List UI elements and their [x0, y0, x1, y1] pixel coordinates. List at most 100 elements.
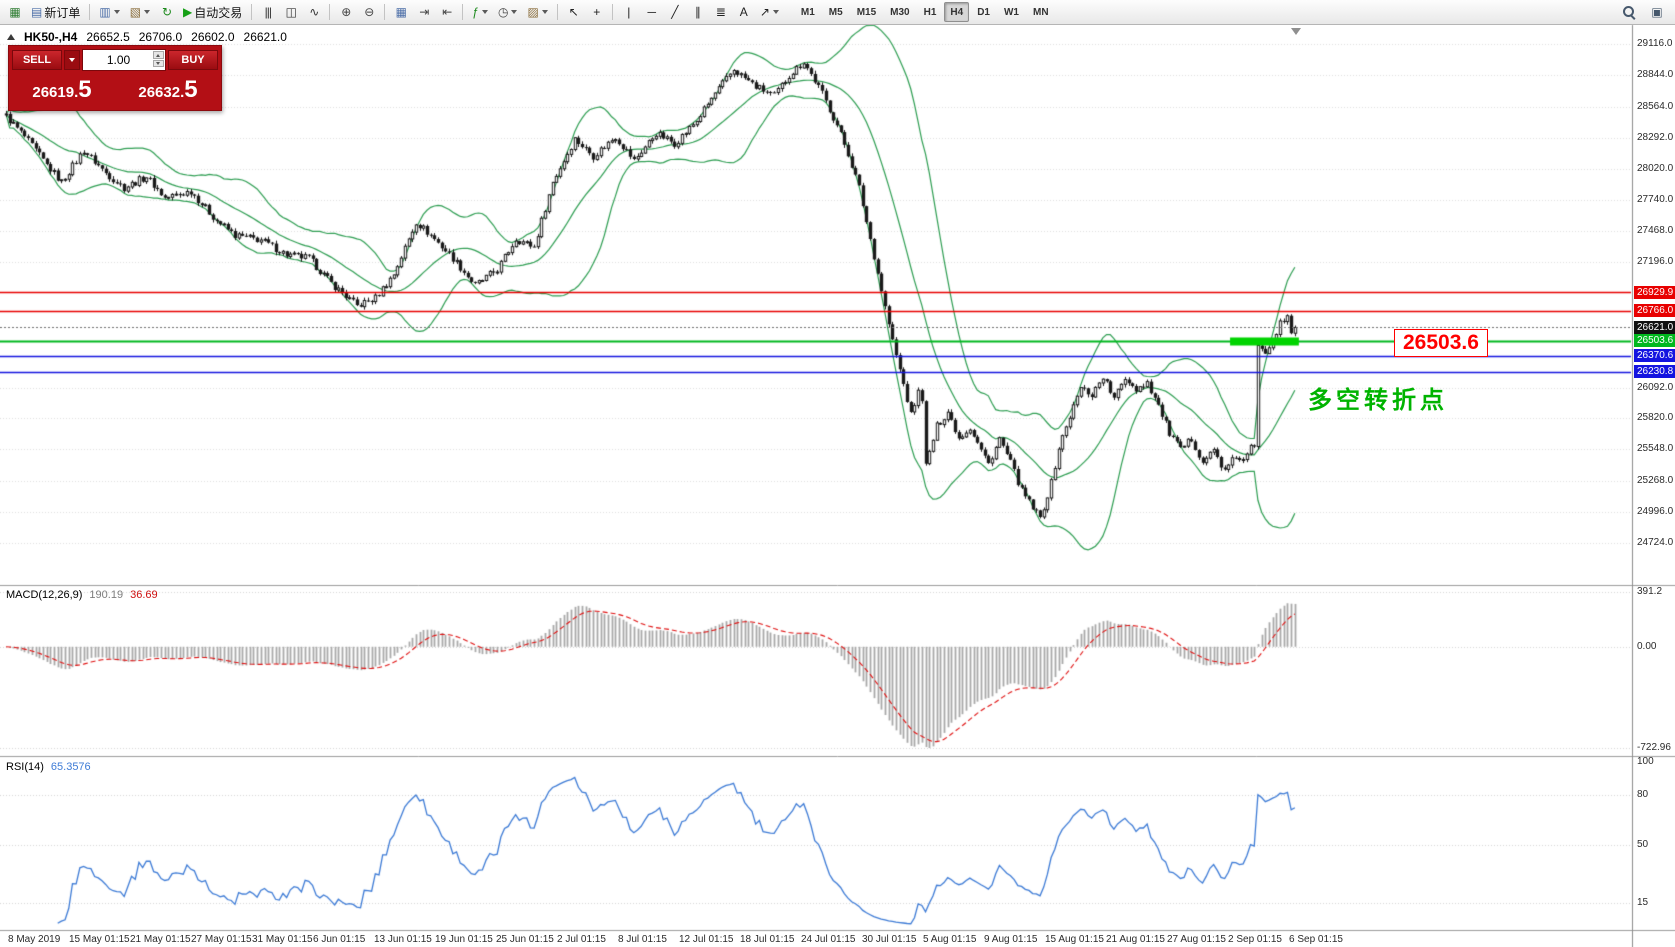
fibonacci-icon: ≣ — [715, 5, 726, 19]
candlestick-chart-button[interactable]: ◫ — [280, 2, 301, 22]
macd-axis-label: -722.96 — [1637, 742, 1671, 753]
price-axis-label: 25548.0 — [1637, 443, 1674, 455]
trendline-icon: ╱ — [671, 5, 678, 19]
timeframe-h4-button[interactable]: H4 — [944, 2, 970, 22]
cursor-button[interactable]: ↖ — [563, 2, 584, 22]
time-axis-label: 8 Jul 01:15 — [618, 934, 667, 945]
timeframe-m30-button[interactable]: M30 — [884, 2, 915, 22]
indicators-button[interactable]: ƒ — [468, 2, 492, 22]
chart-shift-icon: ⇤ — [442, 5, 452, 19]
time-axis-label: 13 Jun 01:15 — [374, 934, 432, 945]
price-callout: 26503.6 — [1394, 329, 1488, 357]
volume-field — [82, 49, 166, 71]
horizontal-line-button[interactable]: ─ — [641, 2, 662, 22]
volume-dropdown-button[interactable] — [64, 50, 80, 70]
vertical-line-button[interactable]: | — [618, 2, 639, 22]
price-line-label: 26370.6 — [1634, 349, 1675, 363]
autotrading-button-label: 自动交易 — [194, 5, 243, 20]
time-axis-label: 2 Jul 01:15 — [557, 934, 606, 945]
new-order-button[interactable]: ▤ 新订单 — [27, 2, 84, 22]
toolbar-separator — [251, 4, 253, 20]
chart-shift-marker-icon[interactable] — [1291, 28, 1301, 35]
text-icon: A — [739, 5, 748, 19]
expand-icon[interactable] — [7, 34, 15, 40]
search-button[interactable] — [1618, 2, 1640, 22]
vertical-line-icon: | — [627, 5, 630, 19]
sell-button[interactable]: SELL — [12, 50, 62, 70]
buy-price[interactable]: 26632.5 — [138, 76, 198, 103]
close-value: 26621.0 — [243, 30, 287, 44]
toolbar-separator — [611, 4, 613, 20]
price-line-label: 26929.9 — [1634, 285, 1675, 299]
time-axis-label: 18 Jul 01:15 — [740, 934, 795, 945]
macd-name: MACD(12,26,9) — [6, 589, 83, 601]
price-axis-label: 28292.0 — [1637, 131, 1674, 143]
chart-ohlc-header: HK50-,H4 26652.5 26706.0 26602.0 26621.0 — [7, 30, 287, 44]
chart-shift-button[interactable]: ⇤ — [436, 2, 457, 22]
autotrading-button[interactable]: ▶ 自动交易 — [179, 2, 246, 22]
app-chart-button: ▦ — [4, 2, 25, 22]
price-axis-label: 25820.0 — [1637, 412, 1674, 424]
refresh-button[interactable]: ↻ — [156, 2, 177, 22]
toolbar-separator — [89, 4, 91, 20]
volume-decrease-button[interactable] — [153, 59, 164, 67]
arrow-tool-icon: ↗ — [759, 5, 770, 19]
time-axis-label: 31 May 01:15 — [252, 934, 313, 945]
timeframe-w1-button[interactable]: W1 — [998, 2, 1025, 22]
time-axis-label: 27 May 01:15 — [191, 934, 252, 945]
timeframe-m5-button[interactable]: M5 — [823, 2, 849, 22]
rsi-axis-label: 50 — [1637, 839, 1649, 850]
search-icon — [1622, 5, 1636, 19]
time-axis-label: 21 Aug 01:15 — [1106, 934, 1165, 945]
sell-price[interactable]: 26619.5 — [32, 76, 92, 103]
trendline-button[interactable]: ╱ — [664, 2, 685, 22]
tile-windows-icon: ▦ — [395, 5, 407, 19]
rsi-indicator-label: RSI(14) 65.3576 — [6, 761, 91, 773]
timeframe-d1-button[interactable]: D1 — [971, 2, 996, 22]
crosshair-button[interactable]: + — [586, 2, 607, 22]
price-line-label: 26766.0 — [1634, 304, 1675, 318]
candlestick-icon: ◫ — [285, 5, 297, 19]
buy-button[interactable]: BUY — [168, 50, 218, 70]
refresh-icon: ↻ — [162, 5, 172, 19]
new-chart-button[interactable]: ▥ — [95, 2, 123, 22]
rsi-name: RSI(14) — [6, 761, 44, 773]
arrows-button[interactable]: ↗ — [756, 2, 783, 22]
time-axis-label: 27 Aug 01:15 — [1167, 934, 1226, 945]
price-axis-label: 24724.0 — [1637, 537, 1674, 548]
tile-windows-button[interactable]: ▦ — [390, 2, 411, 22]
panel-toggle-button[interactable]: ▣ — [1646, 2, 1667, 22]
timeframe-m15-button[interactable]: M15 — [851, 2, 882, 22]
rsi-axis-label: 15 — [1637, 897, 1649, 909]
zoom-out-button[interactable]: ⊖ — [358, 2, 379, 22]
volume-increase-button[interactable] — [153, 51, 164, 59]
fibonacci-button[interactable]: ≣ — [710, 2, 731, 22]
time-axis-label: 15 May 01:15 — [69, 934, 130, 945]
toolbar: ▦ ▤ 新订单 ▥ ▧ ↻ ▶ 自动交易 ||| ◫ ∿ ⊕ ⊖ ▦ ⇥ ⇤ ƒ ◷ ▨ ↖ + | ─ ╱ ∥ ≣ A ↗ M1 M5 M… — [0, 0, 1675, 25]
time-axis-label: 9 Aug 01:15 — [984, 934, 1038, 945]
timeframe-h1-button[interactable]: H1 — [918, 2, 943, 22]
time-axis-label: 19 Jun 01:15 — [435, 934, 493, 945]
autotrading-play-icon: ▶ — [183, 5, 192, 19]
auto-scroll-button[interactable]: ⇥ — [413, 2, 434, 22]
text-label-button[interactable]: A — [733, 2, 754, 22]
zoom-in-button[interactable]: ⊕ — [335, 2, 356, 22]
dropdown-caret-icon — [144, 10, 151, 14]
profiles-button[interactable]: ▧ — [126, 2, 154, 22]
volume-input[interactable] — [83, 50, 165, 70]
macd-axis-label: 0.00 — [1637, 640, 1657, 652]
line-chart-button[interactable]: ∿ — [303, 2, 324, 22]
order-panel-controls: SELL BUY — [9, 46, 221, 72]
one-click-trading-panel: SELL BUY 26619.5 26632.5 — [8, 45, 222, 111]
periods-button[interactable]: ◷ — [494, 2, 521, 22]
indicators-icon: ƒ — [472, 5, 479, 19]
timeframe-m1-button[interactable]: M1 — [795, 2, 821, 22]
horizontal-line-icon: ─ — [647, 5, 656, 19]
price-axis-label: 27468.0 — [1637, 225, 1674, 237]
templates-button[interactable]: ▨ — [523, 2, 551, 22]
bar-chart-button[interactable]: ||| — [257, 2, 278, 22]
channel-button[interactable]: ∥ — [687, 2, 708, 22]
timeframe-mn-button[interactable]: MN — [1027, 2, 1055, 22]
